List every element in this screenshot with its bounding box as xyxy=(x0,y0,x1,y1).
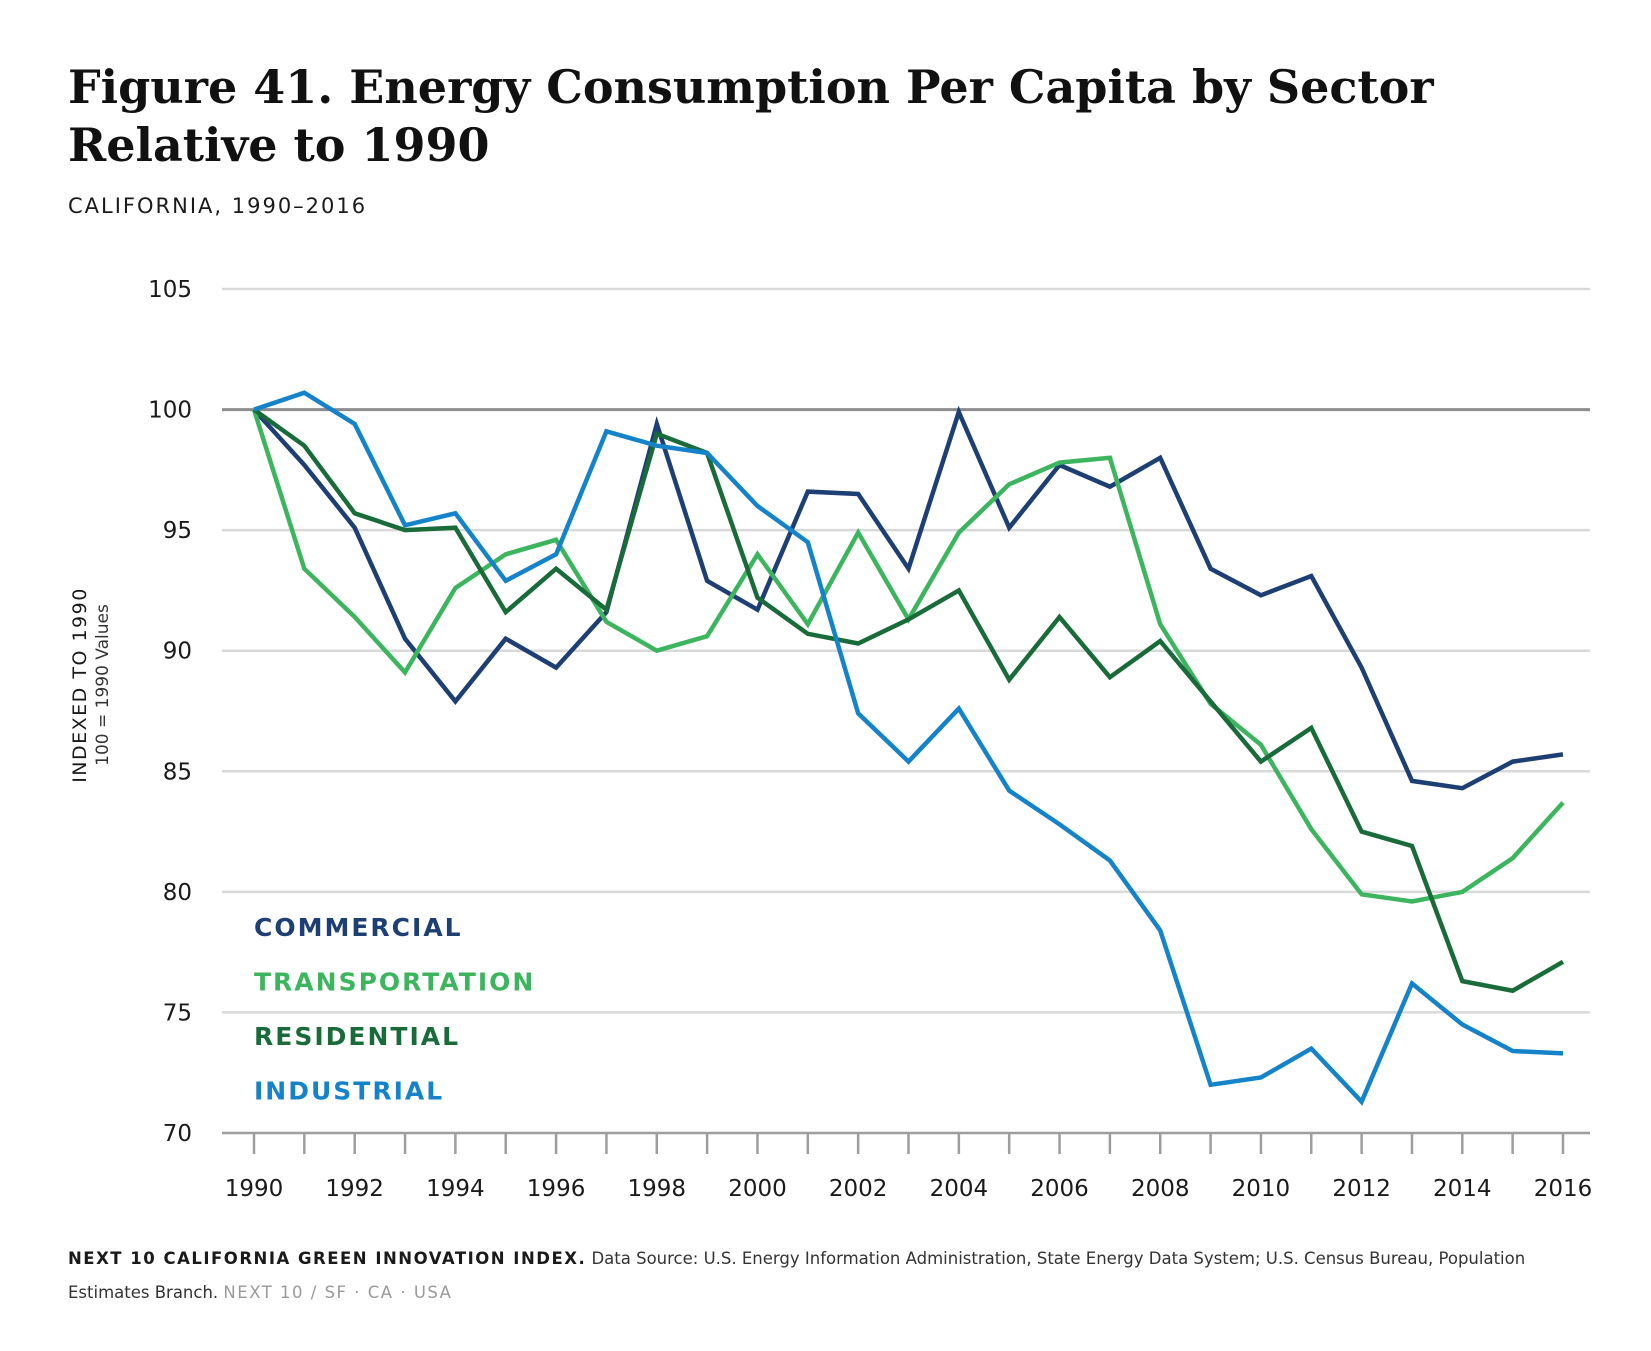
series-line-industrial xyxy=(253,390,1564,1106)
x-tick-label: 2016 xyxy=(1534,1176,1593,1202)
line-chart: 70 75 80 85 90 95 100 105 1990 1992 1994 1996 1998 2… xyxy=(69,277,1593,1202)
x-tick-label: 1994 xyxy=(426,1176,485,1202)
y-tick-label: 80 xyxy=(163,880,192,906)
x-tick-label: 2010 xyxy=(1232,1176,1291,1202)
x-tick-label: 2002 xyxy=(829,1176,888,1202)
footer-brand: NEXT 10 CALIFORNIA GREEN INNOVATION INDE… xyxy=(68,1249,587,1268)
x-tick-label: 2006 xyxy=(1030,1176,1089,1202)
x-tick-label: 2012 xyxy=(1332,1176,1391,1202)
x-axis: 1990 1992 1994 1996 1998 2000 2002 2004 2006 2008… xyxy=(222,1131,1593,1202)
x-tick-label: 1990 xyxy=(225,1176,284,1202)
series-lines xyxy=(251,390,1565,1106)
series-line-residential xyxy=(252,407,1565,994)
y-tick-label: 75 xyxy=(163,1000,192,1026)
y-tick-label: 85 xyxy=(163,759,192,785)
y-tick-label: 95 xyxy=(163,518,192,544)
series-line-commercial xyxy=(252,405,1564,791)
footer-tail: NEXT 10 / SF · CA · USA xyxy=(223,1283,453,1302)
chart-subtitle: CALIFORNIA, 1990–2016 xyxy=(68,194,368,218)
legend-label-residential: RESIDENTIAL xyxy=(254,1022,460,1051)
y-axis-label: INDEXED TO 1990 xyxy=(69,587,91,783)
x-tick-label: 2004 xyxy=(930,1176,989,1202)
x-tick-label: 2008 xyxy=(1131,1176,1190,1202)
legend: COMMERCIAL TRANSPORTATION RESIDENTIAL INDUS… xyxy=(254,913,535,1106)
y-tick-label: 70 xyxy=(163,1121,192,1147)
y-tick-label: 100 xyxy=(148,398,192,424)
x-tick-label: 2014 xyxy=(1433,1176,1492,1202)
grid-lines xyxy=(222,287,1590,1014)
y-tick-label: 105 xyxy=(148,277,192,303)
footer-source: Data Source: U.S. Energy Information Adm… xyxy=(68,1249,1526,1302)
legend-label-commercial: COMMERCIAL xyxy=(254,913,463,942)
x-tick-label: 1998 xyxy=(627,1176,686,1202)
legend-label-transportation: TRANSPORTATION xyxy=(254,968,535,997)
x-tick-label: 1992 xyxy=(325,1176,384,1202)
y-axis-ticks: 70 75 80 85 90 95 100 105 xyxy=(148,277,192,1147)
y-axis-sublabel: 100 = 1990 Values xyxy=(93,604,113,766)
footer: NEXT 10 CALIFORNIA GREEN INNOVATION INDE… xyxy=(68,1242,1588,1310)
x-tick-label: 1996 xyxy=(527,1176,586,1202)
legend-label-industrial: INDUSTRIAL xyxy=(254,1077,444,1106)
chart-title: Figure 41. Energy Consumption Per Capita… xyxy=(68,60,1434,172)
series-line-transportation xyxy=(251,408,1565,904)
y-tick-label: 90 xyxy=(163,639,192,665)
x-tick-label: 2000 xyxy=(728,1176,787,1202)
